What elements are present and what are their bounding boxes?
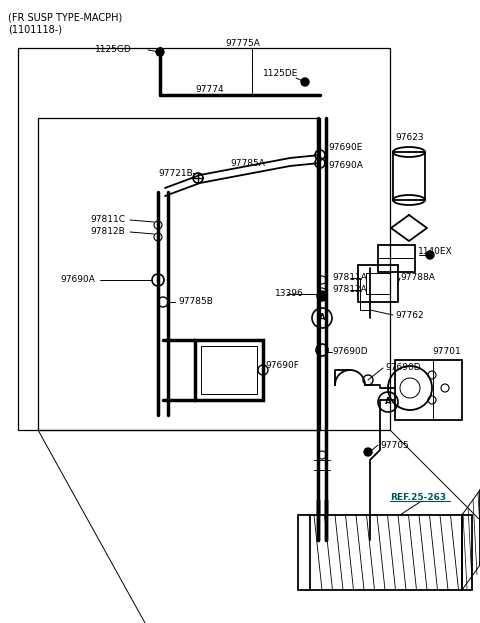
Text: 97690F: 97690F [265, 361, 299, 369]
Text: 97812B: 97812B [90, 227, 125, 237]
Bar [18, 48, 390, 430]
Text: 97690A: 97690A [60, 275, 95, 285]
Bar [378, 245, 415, 272]
Text: A: A [319, 313, 325, 323]
Text: (FR SUSP TYPE-MACPH): (FR SUSP TYPE-MACPH) [8, 13, 122, 23]
Circle shape [156, 48, 164, 56]
Text: 1125GD: 1125GD [95, 45, 132, 54]
Bar [395, 360, 462, 420]
Text: 97690E: 97690E [328, 143, 362, 153]
Text: 97785A: 97785A [230, 158, 265, 168]
Text: 1125DE: 1125DE [263, 70, 299, 78]
Circle shape [317, 291, 327, 301]
Text: 97690A: 97690A [328, 161, 363, 169]
Text: 13396: 13396 [275, 290, 304, 298]
Text: 97775A: 97775A [225, 39, 260, 49]
Text: REF.25-263: REF.25-263 [390, 493, 446, 503]
Text: 97788A: 97788A [400, 273, 435, 282]
Bar [366, 273, 390, 294]
Text: 97762: 97762 [395, 310, 424, 320]
Circle shape [301, 78, 309, 86]
Text: 97690D: 97690D [332, 348, 368, 356]
Circle shape [426, 251, 434, 259]
Text: 97811C: 97811C [90, 216, 125, 224]
Text: 97690D: 97690D [385, 363, 420, 373]
Text: 97705: 97705 [380, 440, 409, 450]
Text: 97701: 97701 [432, 348, 461, 356]
Bar [195, 340, 263, 400]
Bar [201, 346, 257, 394]
Bar [358, 265, 398, 302]
Text: 1140EX: 1140EX [418, 247, 453, 257]
Text: 97774: 97774 [195, 85, 224, 95]
Text: A: A [385, 397, 391, 406]
Text: 97811A: 97811A [332, 273, 367, 282]
Text: (1101118-): (1101118-) [8, 25, 62, 35]
Text: 97721B: 97721B [158, 168, 193, 178]
Bar [393, 152, 425, 200]
Text: 97623: 97623 [395, 133, 424, 143]
Text: 97812A: 97812A [332, 285, 367, 295]
Bar [462, 515, 472, 590]
Text: 97785B: 97785B [178, 298, 213, 307]
Bar [38, 118, 320, 430]
Circle shape [364, 448, 372, 456]
